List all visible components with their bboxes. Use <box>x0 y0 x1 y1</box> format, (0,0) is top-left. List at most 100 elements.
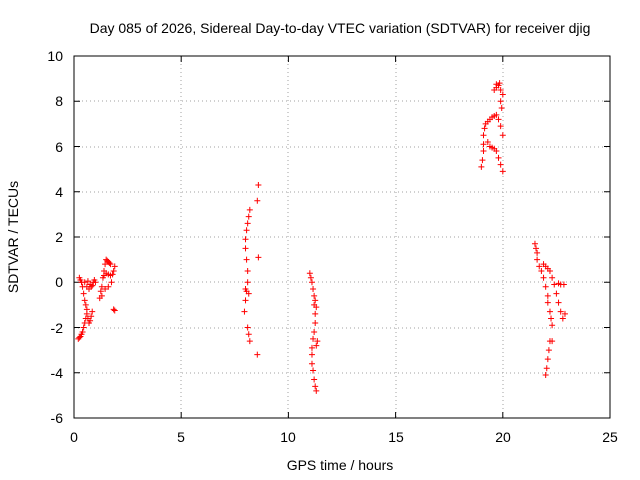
data-point <box>311 376 318 383</box>
x-tick-label-25: 25 <box>602 429 618 445</box>
data-point <box>480 148 487 155</box>
data-point <box>97 288 104 295</box>
data-point <box>549 274 556 281</box>
data-point <box>307 274 314 281</box>
y-tick-label-6: 6 <box>55 139 63 155</box>
data-point <box>484 138 491 145</box>
data-point <box>83 306 90 313</box>
data-point <box>88 313 95 320</box>
x-tick-label-0: 0 <box>70 429 78 445</box>
data-point <box>548 315 555 322</box>
data-point <box>546 267 553 274</box>
data-point <box>308 360 315 367</box>
data-point <box>553 290 560 297</box>
data-point <box>102 286 109 293</box>
data-point <box>254 351 261 358</box>
data-point <box>313 304 320 311</box>
x-tick-label-15: 15 <box>388 429 404 445</box>
data-point <box>242 286 249 293</box>
data-point <box>98 283 105 290</box>
y-tick-label-2: 2 <box>55 229 63 245</box>
data-point <box>498 105 505 112</box>
data-point <box>497 123 504 130</box>
data-point <box>555 299 562 306</box>
data-point <box>92 279 99 286</box>
data-point <box>544 356 551 363</box>
data-point <box>536 263 543 270</box>
data-point <box>497 86 504 93</box>
data-point <box>312 319 319 326</box>
data-point <box>555 280 562 287</box>
data-point <box>246 206 253 213</box>
data-point <box>255 181 262 188</box>
chart-title: Day 085 of 2026, Sidereal Day-to-day VTE… <box>90 20 591 36</box>
data-point <box>313 342 320 349</box>
data-point <box>312 383 319 390</box>
data-point <box>310 286 317 293</box>
x-tick-labels: 0 5 10 15 20 25 <box>70 429 618 445</box>
data-point <box>110 306 117 313</box>
data-point <box>542 372 549 379</box>
data-point <box>495 154 502 161</box>
y-tick-label-4: 4 <box>55 184 63 200</box>
data-point <box>244 279 251 286</box>
data-point <box>244 324 251 331</box>
data-point <box>245 290 252 297</box>
grid <box>74 56 610 418</box>
data-series-sdtvar <box>75 80 568 394</box>
data-point <box>111 263 118 270</box>
data-point <box>557 308 564 315</box>
data-point <box>538 267 545 274</box>
data-point <box>310 335 317 342</box>
data-point <box>76 334 83 341</box>
data-point <box>254 197 261 204</box>
data-point <box>499 132 506 139</box>
data-point <box>311 292 318 299</box>
y-tick-labels: -6 -4 -2 0 2 4 6 8 10 <box>47 48 63 426</box>
data-point <box>80 324 87 331</box>
data-point <box>308 344 315 351</box>
data-point <box>544 292 551 299</box>
data-point <box>561 310 568 317</box>
data-point <box>306 270 313 277</box>
data-point <box>544 299 551 306</box>
data-point <box>246 338 253 345</box>
data-point <box>110 267 117 274</box>
data-point <box>312 310 319 317</box>
data-point <box>549 322 556 329</box>
data-point <box>480 132 487 139</box>
data-point <box>242 245 249 252</box>
data-point <box>531 240 538 247</box>
data-point <box>540 274 547 281</box>
data-point <box>493 148 500 155</box>
data-point <box>242 297 249 304</box>
data-point <box>102 261 109 268</box>
data-point <box>311 329 318 336</box>
x-tick-label-5: 5 <box>177 429 185 445</box>
data-point <box>241 308 248 315</box>
data-point <box>81 279 88 286</box>
data-point <box>111 307 118 314</box>
data-point <box>98 292 105 299</box>
data-point <box>545 347 552 354</box>
data-point <box>245 331 252 338</box>
data-point <box>542 283 549 290</box>
data-point <box>89 308 96 315</box>
y-tick-label-10: 10 <box>47 48 63 64</box>
data-point <box>480 141 487 148</box>
data-point <box>497 161 504 168</box>
data-point <box>81 297 88 304</box>
y-tick-label-0: 0 <box>55 274 63 290</box>
data-point <box>479 157 486 164</box>
data-point <box>244 267 251 274</box>
data-point <box>534 256 541 263</box>
data-point <box>496 80 503 87</box>
data-point <box>310 367 317 374</box>
x-tick-label-20: 20 <box>495 429 511 445</box>
data-point <box>84 278 91 285</box>
data-point <box>82 301 89 308</box>
data-point <box>243 256 250 263</box>
data-point <box>308 279 315 286</box>
data-point <box>533 245 540 252</box>
